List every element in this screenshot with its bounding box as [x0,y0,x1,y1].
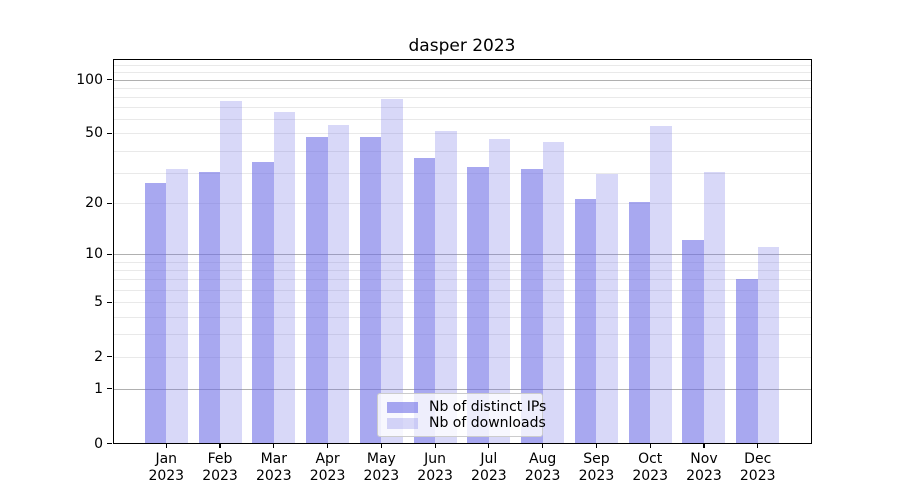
bar-distinct-ips-jul [467,166,489,443]
bar-distinct-ips-nov [682,240,704,443]
minor-gridline [113,270,811,272]
bar-distinct-ips-oct [628,202,651,443]
y-axis-tick-mark [107,253,112,255]
bar-distinct-ips-feb [198,171,221,443]
minor-gridline [113,356,811,358]
minor-gridline [113,65,811,67]
x-axis-tick-label: Dec 2023 [739,450,776,485]
plot-area [112,59,812,444]
bar-distinct-ips-jan [144,182,167,443]
legend-label-downloads: Nb of downloads [429,415,546,431]
bar-downloads-may [381,98,403,443]
y-axis-tick-mark [107,301,112,303]
y-axis-tick-label: 0 [94,435,103,452]
x-axis-tick-mark [380,443,382,448]
minor-gridline [113,302,811,304]
x-axis-tick-mark [542,443,544,448]
minor-gridline [113,72,811,74]
bar-downloads-dec [757,246,780,443]
x-axis-tick-label: Aug 2023 [524,450,561,485]
bar-distinct-ips-apr [306,137,328,443]
minor-gridline [113,316,811,318]
x-axis-tick-mark [649,443,651,448]
legend-swatch-distinct-ips [387,401,418,413]
x-axis-tick-mark [595,443,597,448]
minor-gridline [113,150,811,152]
y-axis-tick-mark [107,442,112,445]
chart-title: dasper 2023 [408,36,516,56]
minor-gridline [113,119,811,121]
bar-distinct-ips-sep [574,198,597,443]
x-axis-tick-label: Oct 2023 [632,450,668,485]
x-axis-tick-mark [219,443,221,448]
bar-downloads-feb [220,100,242,443]
bar-downloads-jan [166,169,188,443]
x-axis-tick-label: Jan 2023 [148,450,185,485]
x-axis-tick-mark [273,443,275,448]
legend: Nb of distinct IPs Nb of downloads [377,393,546,437]
minor-gridline [113,203,811,205]
bar-downloads-mar [273,112,296,443]
bar-downloads-nov [703,171,726,443]
bar-distinct-ips-dec [736,278,758,443]
y-axis-tick-label: 2 [94,348,103,365]
minor-gridline [113,133,811,135]
minor-gridline [113,87,811,89]
x-axis-tick-label: Jun 2023 [417,450,453,485]
x-axis-tick-mark [326,443,329,448]
y-axis-tick-label: 1 [94,380,103,397]
minor-gridline [113,261,811,263]
legend-item-distinct-ips: Nb of distinct IPs [387,399,546,415]
y-axis-tick-label: 50 [85,125,103,142]
major-gridline [113,388,811,390]
minor-gridline [113,279,811,281]
y-axis-tick-mark [107,78,112,81]
bar-downloads-jul [488,138,511,443]
y-axis-tick-mark [107,356,112,358]
bar-downloads-jun [435,130,457,443]
legend-label-distinct-ips: Nb of distinct IPs [429,399,547,415]
legend-item-downloads: Nb of downloads [387,415,546,431]
legend-swatch-downloads [387,417,418,429]
y-axis-tick-mark [107,132,112,134]
bar-downloads-sep [596,174,618,443]
bar-downloads-oct [650,126,672,443]
major-gridline [113,79,811,81]
x-axis-tick-label: Nov 2023 [686,450,722,485]
bar-distinct-ips-aug [521,169,543,443]
bar-downloads-aug [542,142,565,443]
minor-gridline [113,290,811,292]
y-axis-tick-label: 10 [85,246,103,263]
x-axis-tick-mark [488,443,490,448]
x-axis-tick-mark [703,443,705,448]
x-axis-tick-mark [757,443,759,448]
bar-downloads-apr [327,125,350,443]
minor-gridline [113,172,811,174]
x-axis-tick-mark [434,443,436,448]
y-axis-tick-label: 100 [76,71,103,88]
minor-gridline [113,334,811,336]
bar-distinct-ips-mar [252,162,274,443]
minor-gridline [113,96,811,98]
x-axis-tick-mark [165,443,167,448]
x-axis-tick-label: Apr 2023 [309,450,346,485]
x-axis-tick-label: Jul 2023 [471,450,507,485]
major-gridline [113,254,811,256]
minor-gridline [113,107,811,109]
bar-distinct-ips-may [359,137,382,443]
bar-distinct-ips-jun [413,157,436,443]
x-axis-tick-label: May 2023 [363,450,400,485]
x-axis-tick-label: Feb 2023 [202,450,238,485]
y-axis-tick-label: 5 [94,294,103,311]
y-axis-tick-mark [107,202,112,204]
x-axis-tick-label: Mar 2023 [255,450,292,485]
x-axis-tick-label: Sep 2023 [578,450,615,485]
y-axis-tick-label: 20 [85,195,103,212]
y-axis-tick-mark [107,388,112,390]
